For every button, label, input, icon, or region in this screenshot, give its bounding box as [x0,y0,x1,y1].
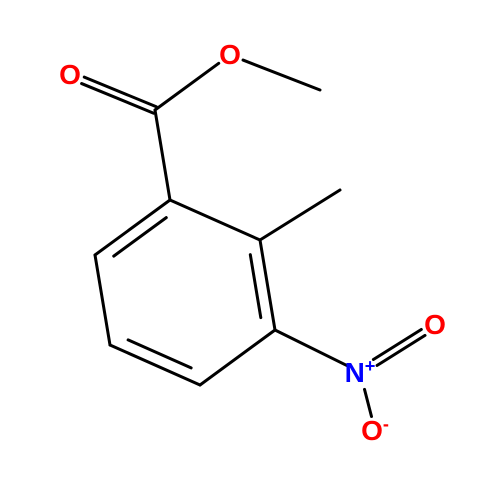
o-atom: O [219,41,241,69]
n-atom: N+ [345,357,376,387]
molecule-canvas: O O N+ O O- [0,0,500,500]
o-atom: O [59,61,81,89]
o-atom: O [424,311,446,339]
o-atom: O- [361,415,389,445]
